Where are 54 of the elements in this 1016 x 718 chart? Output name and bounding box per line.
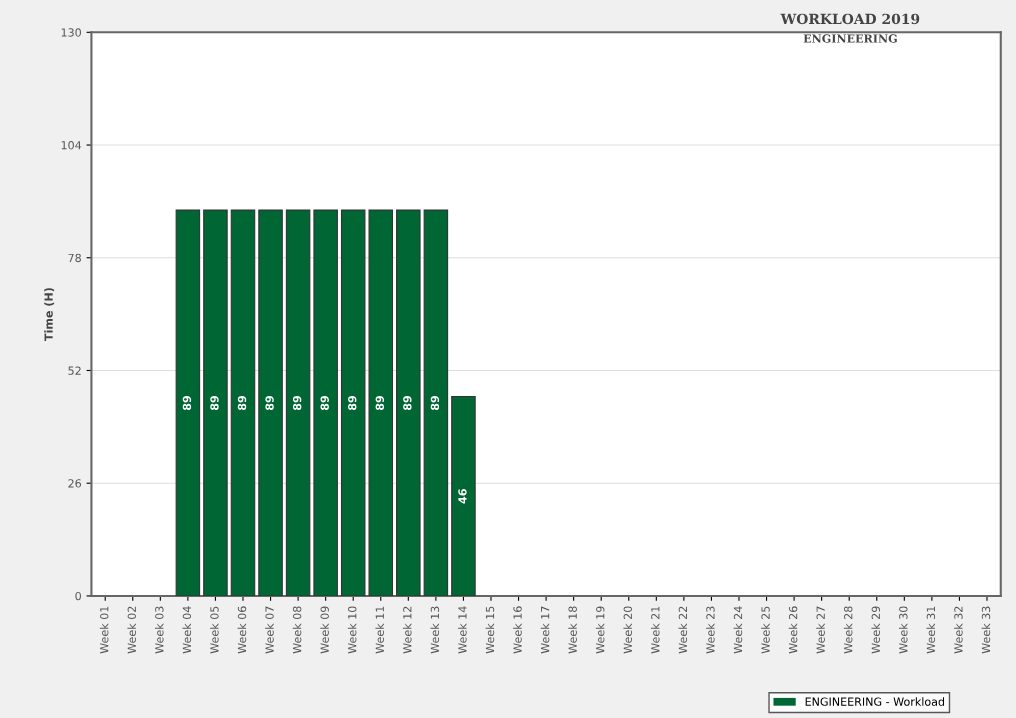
x-tick-label: Week 26 xyxy=(788,606,798,654)
x-tick-label: Week 20 xyxy=(623,606,632,654)
x-tick-label: Week 31 xyxy=(926,606,936,654)
x-tick-label: Week 07 xyxy=(265,606,274,654)
x-tick-label: Week 05 xyxy=(210,606,219,654)
y-tick-label: 104 xyxy=(61,141,82,150)
y-tick-label: 52 xyxy=(68,366,81,375)
y-tick-label: 130 xyxy=(61,28,81,37)
chart-subtitle: ENGINEERING xyxy=(803,34,897,43)
x-tick-label: Week 22 xyxy=(678,606,688,654)
x-tick-label: Week 33 xyxy=(981,606,991,654)
x-tick-label: Week 13 xyxy=(430,606,440,654)
x-tick-label: Week 32 xyxy=(954,606,963,654)
x-tick-label: Week 06 xyxy=(237,606,247,654)
x-tick-label: Week 21 xyxy=(650,606,660,654)
data-label: 89 xyxy=(375,395,384,411)
x-tick-label: Week 03 xyxy=(154,606,164,654)
x-tick-label: Week 09 xyxy=(320,606,329,654)
y-axis-title: Time (H) xyxy=(44,288,55,341)
data-label: 89 xyxy=(403,395,412,411)
y-tick-label: 26 xyxy=(68,479,82,488)
x-tick-label: Week 10 xyxy=(347,606,357,654)
y-tick-label: 78 xyxy=(68,253,81,263)
data-label: 89 xyxy=(182,395,192,411)
legend-label: ENGINEERING - Workload xyxy=(805,697,945,706)
data-label: 89 xyxy=(237,395,247,411)
x-tick-label: Week 29 xyxy=(871,606,880,654)
data-label: 46 xyxy=(458,489,467,504)
x-tick-label: Week 16 xyxy=(513,606,522,654)
x-tick-label: Week 30 xyxy=(898,606,908,654)
x-tick-label: Week 25 xyxy=(761,606,770,654)
x-tick-label: Week 01 xyxy=(99,606,109,654)
chart-title: WORKLOAD 2019 xyxy=(780,13,920,25)
x-tick-label: Week 02 xyxy=(127,606,136,654)
x-tick-label: Week 14 xyxy=(458,606,467,654)
x-tick-label: Week 24 xyxy=(733,606,743,654)
y-tick-label: 0 xyxy=(75,591,81,601)
x-tick-label: Week 17 xyxy=(540,606,550,654)
x-tick-label: Week 15 xyxy=(485,606,495,654)
data-label: 89 xyxy=(292,395,302,411)
x-tick-label: Week 11 xyxy=(375,606,384,654)
x-tick-label: Week 18 xyxy=(568,606,577,654)
x-tick-label: Week 27 xyxy=(816,606,825,654)
data-label: 89 xyxy=(320,395,329,411)
x-tick-label: Week 08 xyxy=(292,606,302,654)
data-label: 89 xyxy=(430,395,440,411)
data-label: 89 xyxy=(210,395,219,411)
data-label: 89 xyxy=(348,395,357,411)
x-tick-label: Week 19 xyxy=(595,606,605,654)
x-tick-label: Week 12 xyxy=(402,606,412,654)
x-tick-label: Week 28 xyxy=(843,606,853,654)
x-tick-label: Week 04 xyxy=(182,606,192,654)
data-label: 89 xyxy=(265,395,274,411)
x-tick-label: Week 23 xyxy=(706,606,715,654)
